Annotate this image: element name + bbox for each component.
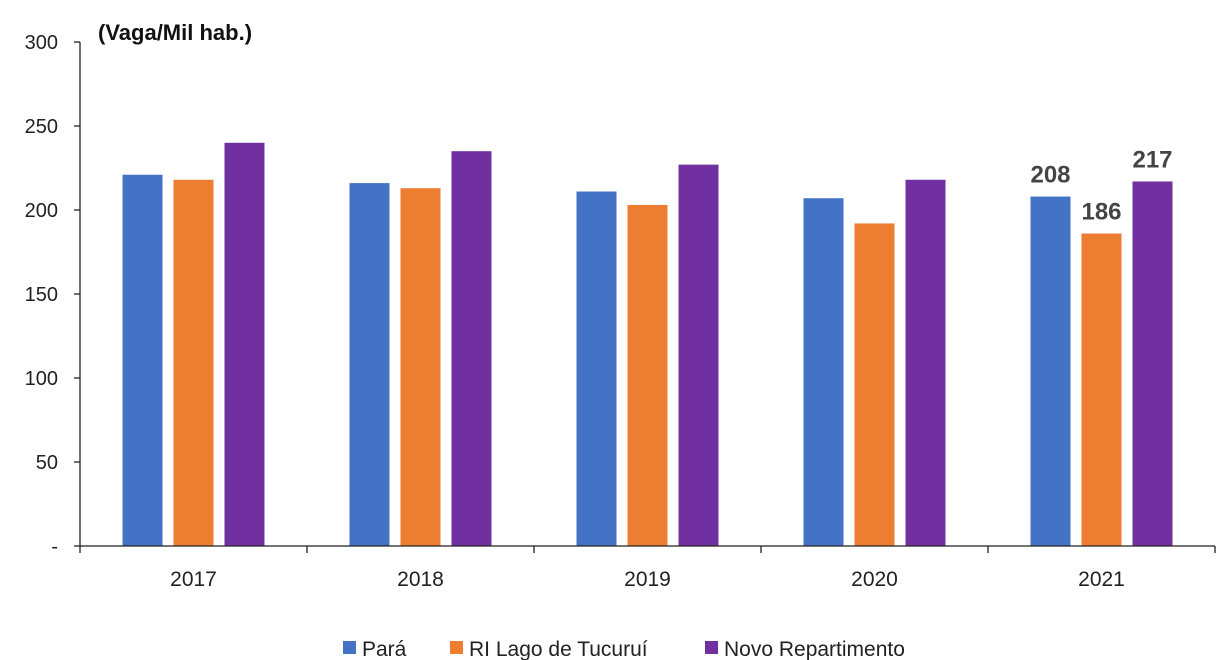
x-category-label: 2017 [170, 568, 217, 591]
data-label: 217 [1132, 146, 1172, 173]
x-category-label: 2018 [397, 568, 444, 591]
x-category-label: 2020 [851, 568, 898, 591]
x-axis: 2017 2018 2019 2020 2021 [79, 545, 1216, 591]
bar [400, 188, 441, 546]
y-tick-label: - [51, 536, 58, 558]
bar [224, 142, 265, 547]
bar [1132, 181, 1173, 546]
x-category-label: 2019 [624, 568, 671, 591]
legend-label: RI Lago de Tucuruí [469, 638, 648, 660]
data-label: 186 [1081, 199, 1121, 226]
legend-swatch [705, 641, 718, 654]
y-axis: - 50 100 150 200 250 300 [25, 32, 81, 558]
legend: Pará RI Lago de Tucuruí Novo Repartimento [343, 638, 905, 660]
bar [1081, 233, 1122, 546]
bar [451, 151, 492, 546]
x-category-label: 2021 [1078, 568, 1125, 591]
bar [576, 191, 617, 546]
bar [905, 179, 946, 546]
y-tick-label: 250 [25, 116, 58, 138]
bar [173, 179, 214, 546]
y-tick-label: 150 [25, 284, 58, 306]
bar [1030, 196, 1071, 546]
y-axis-unit-label: (Vaga/Mil hab.) [98, 20, 252, 45]
y-tick-label: 100 [25, 368, 58, 390]
y-tick-label: 50 [36, 452, 58, 474]
legend-label: Novo Repartimento [724, 638, 905, 660]
legend-swatch [343, 641, 356, 654]
bar [678, 164, 719, 546]
data-label: 208 [1030, 162, 1070, 189]
bar [349, 183, 390, 546]
bar [803, 198, 844, 547]
bar [627, 204, 668, 546]
y-tick-label: 200 [25, 200, 58, 222]
y-tick-label: 300 [25, 32, 58, 54]
legend-swatch [450, 641, 463, 654]
bar [122, 174, 163, 546]
bar [854, 223, 895, 546]
bars-group: 208 186 217 [122, 142, 1173, 547]
legend-label: Pará [362, 638, 407, 660]
